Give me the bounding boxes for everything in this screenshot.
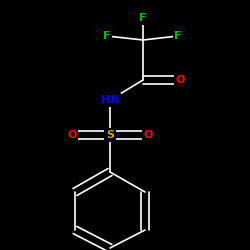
Text: O: O: [175, 75, 185, 85]
Text: F: F: [103, 31, 111, 41]
Text: F: F: [174, 31, 182, 41]
Text: HN: HN: [101, 95, 119, 105]
Text: O: O: [67, 130, 77, 140]
Text: O: O: [143, 130, 153, 140]
Text: F: F: [139, 13, 147, 23]
Text: S: S: [106, 130, 114, 140]
